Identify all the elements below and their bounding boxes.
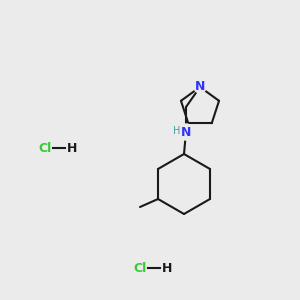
Text: H: H [162, 262, 172, 275]
Circle shape [178, 124, 194, 140]
Text: Cl: Cl [133, 262, 146, 275]
Text: H: H [173, 126, 181, 136]
Circle shape [194, 81, 206, 93]
Text: N: N [195, 80, 205, 94]
Text: H: H [67, 142, 77, 154]
Text: N: N [181, 125, 191, 139]
Text: Cl: Cl [38, 142, 51, 154]
